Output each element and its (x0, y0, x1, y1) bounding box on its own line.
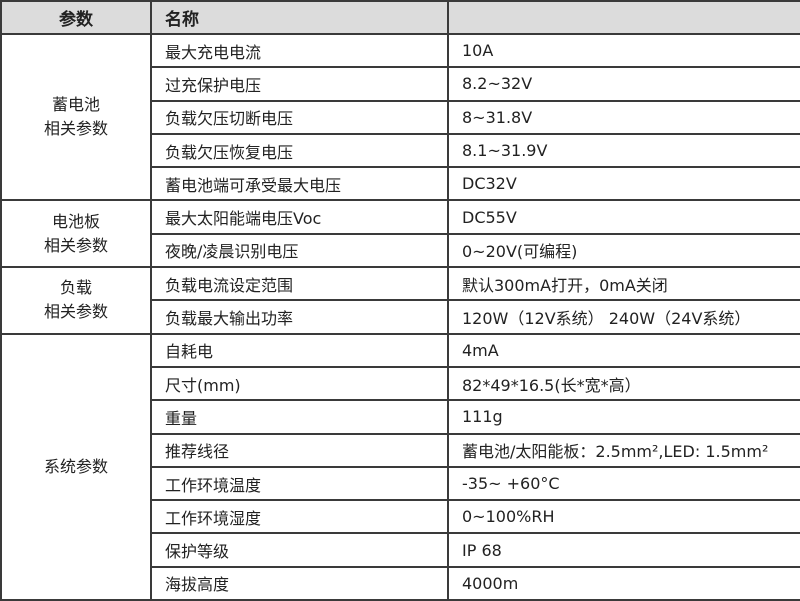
param-name: 保护等级 (150, 532, 449, 568)
table-row: 推荐线径 蓄电池/太阳能板：2.5mm²,LED: 1.5mm² (1, 432, 800, 468)
param-value: DC32V (447, 166, 800, 202)
table-row: 过充保护电压 8.2~32V (1, 66, 800, 102)
param-name: 最大太阳能端电压Voc (150, 199, 449, 235)
table-row: 系统参数 自耗电 4mA (0, 332, 800, 601)
param-value: IP 68 (447, 532, 800, 568)
table-row: 电池板 相关参数 最大太阳能端电压Voc DC55V (0, 199, 800, 269)
table-row: 尺寸(mm) 82*49*16.5(长*宽*高） (1, 365, 800, 402)
param-name: 工作环境湿度 (150, 499, 449, 535)
table-row: 保护等级 IP 68 (1, 532, 800, 568)
param-value: 4mA (447, 332, 800, 368)
table-row: 夜晚/凌晨识别电压 0~20V(可编程) (1, 232, 800, 269)
table-row: 蓄电池端可承受最大电压 DC32V (1, 166, 800, 202)
param-name: 过充保护电压 (150, 66, 449, 102)
header-row: 参数 名称 (0, 0, 800, 35)
param-name: 工作环境温度 (150, 465, 449, 502)
param-name: 负载电流设定范围 (150, 266, 449, 302)
header-value (447, 0, 800, 35)
param-value: 10A (447, 32, 800, 69)
param-name: 最大充电电流 (150, 32, 449, 69)
table-row: 工作环境湿度 0~100%RH (1, 499, 800, 535)
table-row: 海拔高度 4000m (1, 565, 800, 601)
group-label-line: 相关参数 (43, 119, 108, 139)
group-label: 蓄电池 相关参数 (0, 32, 152, 202)
group-label: 系统参数 (0, 332, 152, 601)
table-row: 蓄电池 相关参数 最大充电电流 10A (0, 32, 800, 202)
group-label-line: 相关参数 (43, 235, 108, 255)
param-name: 海拔高度 (150, 565, 449, 601)
param-value: 默认300mA打开，0mA关闭 (447, 266, 800, 302)
table-row: 负载欠压切断电压 8~31.8V (1, 99, 800, 135)
table-row: 负载 相关参数 负载电流设定范围 默认300mA打开，0mA关闭 (0, 266, 800, 335)
param-value: 0~20V(可编程) (447, 232, 800, 269)
param-value: 8~31.8V (447, 99, 800, 135)
param-name: 尺寸(mm) (150, 365, 449, 402)
param-name: 推荐线径 (150, 432, 449, 468)
param-value: 4000m (447, 565, 800, 601)
table-row: 重量 111g (1, 399, 800, 435)
param-value: 0~100%RH (447, 499, 800, 535)
table-row: 工作环境温度 -35~ +60°C (1, 465, 800, 502)
param-value: 120W（12V系统） 240W（24V系统） (447, 299, 800, 335)
param-value: 8.2~32V (447, 66, 800, 102)
param-value: 111g (447, 399, 800, 435)
group-label-line: 系统参数 (43, 456, 108, 476)
param-value: DC55V (447, 199, 800, 235)
group-label-line: 蓄电池 (51, 95, 100, 115)
param-name: 负载欠压恢复电压 (150, 132, 449, 169)
param-name: 蓄电池端可承受最大电压 (150, 166, 449, 202)
param-value: 82*49*16.5(长*宽*高） (447, 365, 800, 402)
param-name: 负载欠压切断电压 (150, 99, 449, 135)
group-label-line: 相关参数 (43, 302, 108, 322)
table-row: 负载最大输出功率 120W（12V系统） 240W（24V系统） (1, 299, 800, 335)
param-name: 负载最大输出功率 (150, 299, 449, 335)
param-name: 夜晚/凌晨识别电压 (150, 232, 449, 269)
param-name: 重量 (150, 399, 449, 435)
param-name: 自耗电 (150, 332, 449, 368)
param-value: 蓄电池/太阳能板：2.5mm²,LED: 1.5mm² (447, 432, 800, 468)
param-value: -35~ +60°C (447, 465, 800, 502)
group-label: 负载 相关参数 (0, 266, 152, 335)
group-label-line: 电池板 (51, 211, 100, 231)
group-label-line: 负载 (59, 278, 92, 298)
header-name: 名称 (150, 0, 449, 35)
group-label: 电池板 相关参数 (0, 199, 152, 269)
header-parameter: 参数 (0, 0, 152, 35)
param-value: 8.1~31.9V (447, 132, 800, 169)
spec-body: 蓄电池 相关参数 最大充电电流 10A 过充保护电压 8.2~32V 负载欠压切断电压 8~3… (0, 32, 800, 601)
table-row: 负载欠压恢复电压 8.1~31.9V (1, 132, 800, 169)
